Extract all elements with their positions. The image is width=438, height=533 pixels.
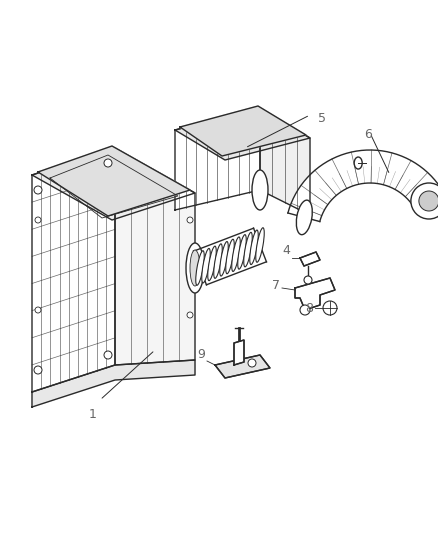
Polygon shape (38, 146, 190, 216)
Ellipse shape (231, 237, 240, 271)
Ellipse shape (201, 248, 210, 283)
Ellipse shape (353, 157, 361, 169)
Circle shape (187, 312, 193, 318)
Polygon shape (215, 355, 269, 378)
Polygon shape (32, 148, 194, 220)
Polygon shape (32, 148, 115, 392)
Ellipse shape (296, 200, 311, 235)
Polygon shape (233, 340, 244, 365)
Polygon shape (175, 108, 309, 160)
Ellipse shape (207, 246, 216, 281)
Ellipse shape (219, 241, 228, 276)
Polygon shape (294, 278, 334, 310)
Polygon shape (287, 150, 438, 222)
Circle shape (187, 217, 193, 223)
Ellipse shape (249, 230, 258, 264)
Ellipse shape (243, 232, 252, 267)
Circle shape (299, 305, 309, 315)
Ellipse shape (237, 235, 246, 269)
Circle shape (322, 301, 336, 315)
Text: 1: 1 (89, 408, 97, 421)
Ellipse shape (213, 244, 222, 278)
Circle shape (104, 351, 112, 359)
Polygon shape (32, 360, 194, 407)
Circle shape (34, 186, 42, 194)
Ellipse shape (255, 228, 264, 262)
Circle shape (35, 307, 41, 313)
Circle shape (104, 159, 112, 167)
Ellipse shape (225, 239, 234, 274)
Polygon shape (299, 252, 319, 266)
Text: 5: 5 (317, 112, 325, 125)
Text: 8: 8 (304, 302, 312, 314)
Circle shape (247, 359, 255, 367)
Ellipse shape (251, 170, 267, 210)
Circle shape (410, 183, 438, 219)
Polygon shape (180, 106, 305, 156)
Polygon shape (259, 108, 309, 215)
Ellipse shape (186, 243, 204, 293)
Circle shape (303, 276, 311, 284)
Text: 4: 4 (282, 244, 290, 256)
Text: 9: 9 (197, 349, 205, 361)
Text: 6: 6 (363, 128, 371, 141)
Circle shape (418, 191, 438, 211)
Text: 7: 7 (272, 279, 279, 292)
Ellipse shape (190, 250, 200, 286)
Circle shape (34, 366, 42, 374)
Circle shape (35, 217, 41, 223)
Polygon shape (115, 148, 194, 365)
Ellipse shape (195, 251, 204, 285)
Polygon shape (175, 108, 259, 210)
